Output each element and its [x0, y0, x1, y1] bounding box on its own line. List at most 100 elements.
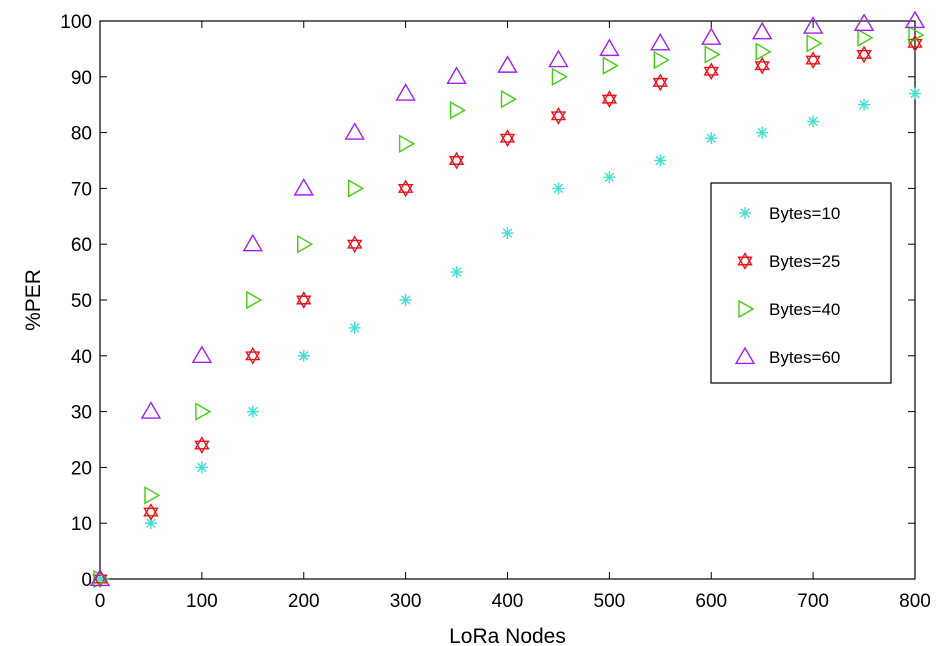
data-point: [195, 402, 212, 421]
data-point: [348, 321, 361, 334]
data-point: [246, 405, 259, 418]
series-3: [89, 10, 926, 587]
data-point: [652, 73, 669, 92]
data-point: [450, 266, 463, 279]
data-point: [449, 101, 466, 120]
x-tick-label: 600: [695, 591, 727, 612]
data-point: [806, 34, 823, 53]
data-point: [705, 132, 718, 145]
x-tick-label: 100: [186, 591, 218, 612]
data-point: [245, 346, 261, 365]
y-tick-label: 30: [71, 403, 92, 424]
data-point: [701, 27, 722, 45]
data-point: [857, 28, 874, 47]
data-point: [191, 345, 213, 363]
data-point: [501, 227, 514, 240]
data-point: [296, 291, 312, 309]
data-point: [599, 38, 620, 57]
data-point: [602, 56, 619, 75]
legend-entry: Bytes=60: [734, 346, 840, 367]
data-point: [751, 21, 773, 40]
data-point: [446, 66, 467, 84]
data-point: [704, 45, 721, 64]
data-point: [755, 42, 772, 61]
y-axis-label: %PER: [22, 269, 45, 331]
data-point: [347, 179, 365, 198]
data-point: [344, 122, 365, 140]
data-point: [397, 179, 414, 198]
y-tick-label: 100: [60, 12, 92, 33]
data-point: [144, 486, 161, 505]
data-point: [92, 570, 108, 588]
data-point: [603, 171, 616, 184]
data-point: [242, 233, 264, 252]
data-point: [548, 49, 569, 68]
y-tick-label: 70: [71, 179, 92, 200]
legend-label: Bytes=25: [769, 252, 840, 271]
data-point: [754, 56, 770, 75]
data-point: [805, 51, 821, 69]
legend-label: Bytes=60: [769, 348, 840, 367]
data-point: [395, 83, 416, 101]
x-tick-label: 0: [95, 591, 106, 612]
x-axis-label: LoRa Nodes: [449, 625, 566, 646]
legend-entry: Bytes=40: [738, 299, 840, 319]
x-tick-label: 200: [288, 591, 320, 612]
data-point: [654, 154, 667, 167]
data-point: [500, 89, 517, 109]
data-point: [346, 235, 363, 254]
legend-label: Bytes=10: [769, 204, 840, 223]
axis-ticks: 0 100 200 300 400 500 600 700 800 0 10 20 30 40 50 60 70…: [60, 12, 931, 612]
data-point: [140, 401, 162, 419]
y-tick-label: 60: [71, 235, 92, 256]
data-point: [856, 45, 872, 64]
data-point: [807, 115, 820, 128]
y-tick-label: 90: [71, 68, 92, 89]
x-tick-label: 800: [899, 591, 931, 612]
data-point: [297, 349, 310, 362]
data-point: [399, 294, 412, 306]
data-point: [551, 67, 568, 87]
legend-entry: Bytes=10: [739, 204, 840, 223]
legend-marker: [737, 252, 753, 270]
y-tick-label: 0: [81, 570, 92, 591]
data-point: [448, 151, 465, 170]
legend-label: Bytes=40: [769, 300, 840, 319]
data-point: [293, 178, 314, 196]
x-tick-label: 500: [594, 591, 626, 612]
series-1: [92, 34, 923, 588]
y-tick-label: 40: [71, 347, 92, 368]
data-point: [246, 290, 263, 310]
series-0: [94, 87, 921, 585]
legend-marker: [739, 207, 751, 219]
data-point: [650, 32, 671, 51]
data-point: [653, 50, 670, 70]
y-tick-label: 80: [71, 124, 92, 145]
y-tick-label: 20: [71, 458, 92, 479]
data-point: [497, 55, 518, 73]
data-point: [143, 503, 159, 521]
y-tick-label: 50: [71, 291, 92, 312]
data-point: [908, 25, 925, 45]
data-point: [398, 134, 416, 153]
y-tick-label: 10: [71, 514, 92, 535]
data-point: [802, 16, 824, 34]
data-point: [601, 90, 618, 109]
legend-marker: [738, 299, 755, 319]
series-2: [93, 25, 925, 589]
data-point: [904, 10, 926, 29]
data-point: [550, 106, 567, 125]
x-tick-label: 700: [797, 591, 829, 612]
data-point: [297, 234, 314, 254]
data-point: [499, 129, 516, 148]
data-point: [756, 126, 769, 139]
legend-entry: Bytes=25: [737, 252, 840, 271]
x-tick-label: 300: [390, 591, 422, 612]
data-point: [853, 13, 875, 31]
data-point: [194, 436, 210, 454]
data-point: [703, 62, 719, 81]
data-point: [552, 182, 565, 195]
data-point: [858, 98, 871, 111]
data-point: [195, 461, 208, 474]
